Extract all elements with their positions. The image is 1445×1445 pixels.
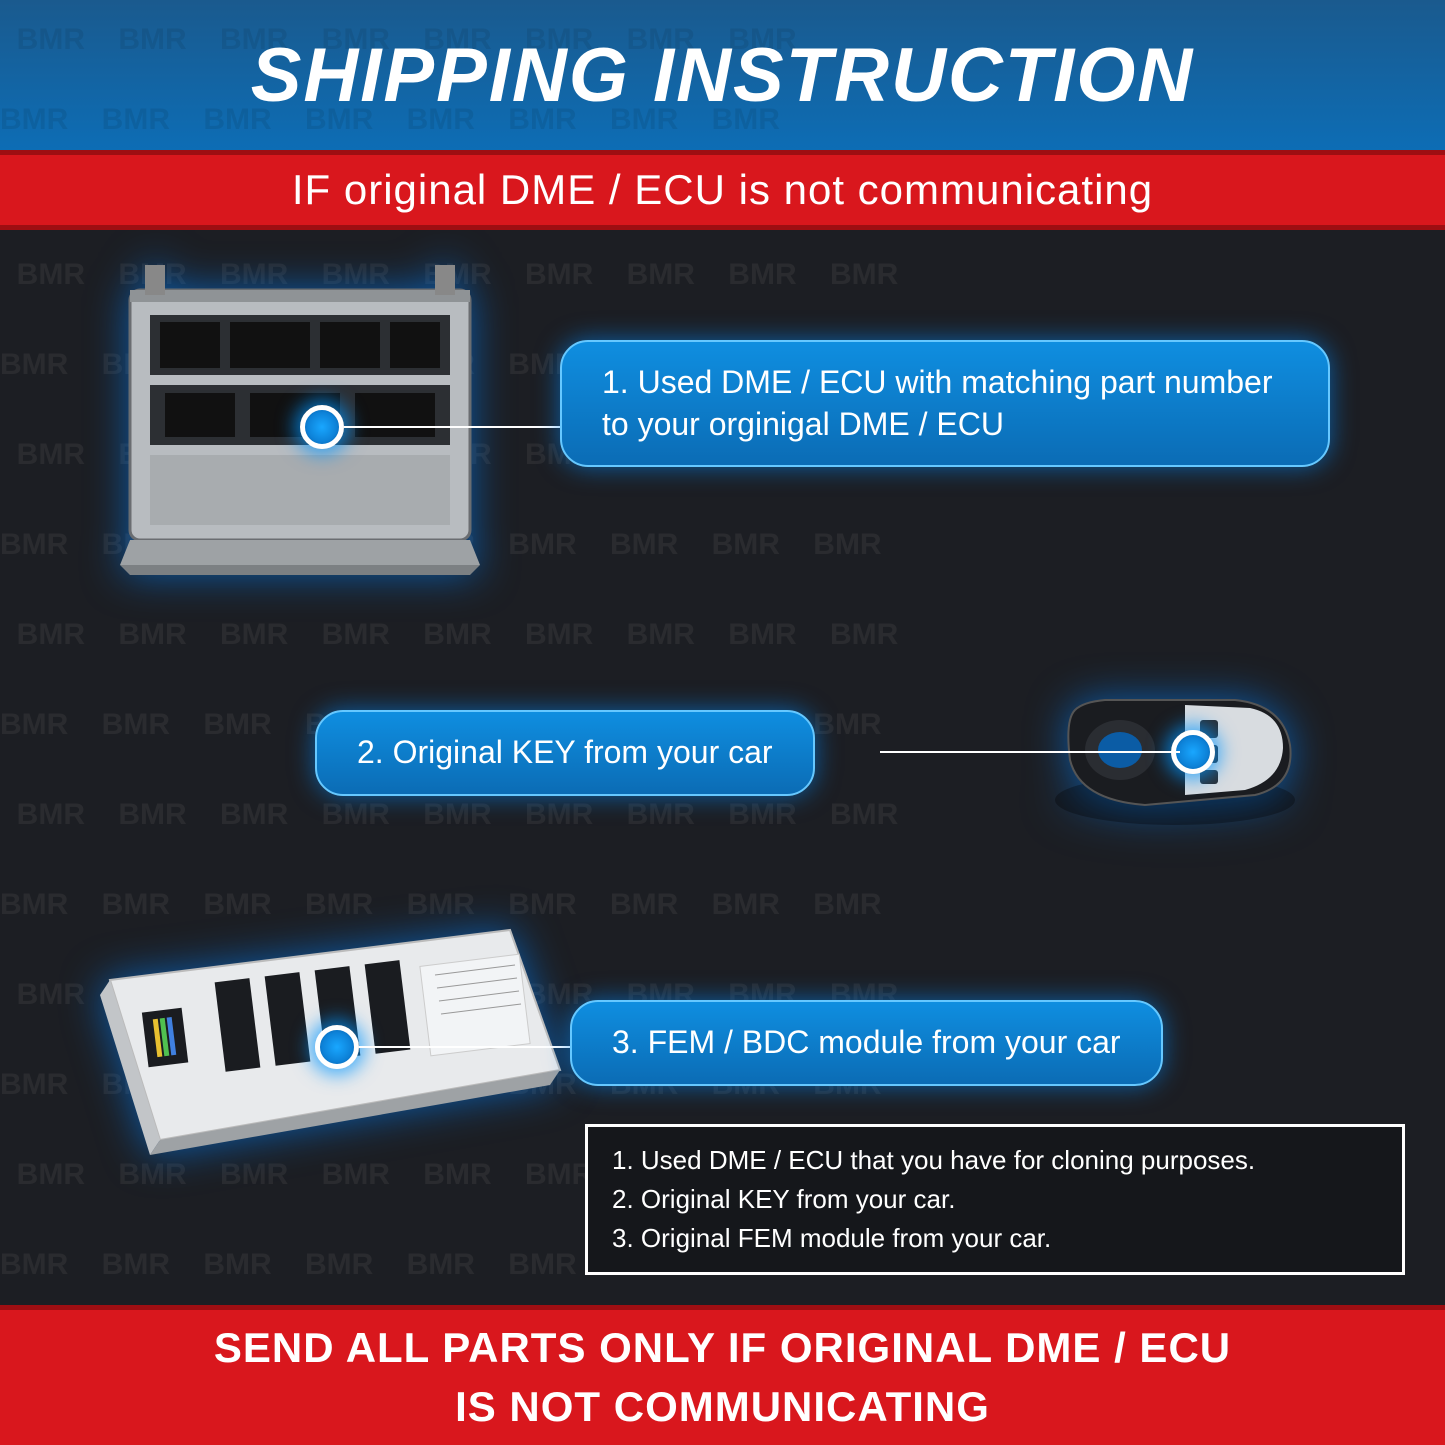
summary-box: 1. Used DME / ECU that you have for clon… — [585, 1124, 1405, 1275]
summary-line-3: 3. Original FEM module from your car. — [612, 1219, 1378, 1258]
footer-line-2: IS NOT COMMUNICATING — [455, 1383, 990, 1430]
summary-line-2: 2. Original KEY from your car. — [612, 1180, 1378, 1219]
footer-line-1: SEND ALL PARTS ONLY IF ORIGINAL DME / EC… — [214, 1324, 1231, 1371]
subheader-text: IF original DME / ECU is not communicati… — [292, 166, 1153, 214]
infographic-container: BMR BMR BMR BMR BMR BMR BMR BMR BMR BMR … — [0, 0, 1445, 1445]
footer-text: SEND ALL PARTS ONLY IF ORIGINAL DME / EC… — [214, 1319, 1231, 1437]
ecu-callout: 1. Used DME / ECU with matching part num… — [560, 340, 1330, 467]
footer-bar: SEND ALL PARTS ONLY IF ORIGINAL DME / EC… — [0, 1305, 1445, 1445]
fem-marker-dot — [315, 1025, 359, 1069]
header-bar: BMR BMR BMR BMR BMR BMR BMR BMR BMR BMR … — [0, 0, 1445, 150]
header-title: SHIPPING INSTRUCTION — [251, 32, 1195, 119]
key-connector-line — [880, 751, 1180, 753]
fem-connector-line — [359, 1046, 570, 1048]
summary-line-1: 1. Used DME / ECU that you have for clon… — [612, 1141, 1378, 1180]
ecu-marker-dot — [300, 405, 344, 449]
key-callout: 2. Original KEY from your car — [315, 710, 815, 796]
ecu-connector-line — [344, 426, 560, 428]
main-panel: BMR BMR BMR BMR BMR BMR BMR BMR BMR BMR … — [0, 230, 1445, 1305]
fem-callout: 3. FEM / BDC module from your car — [570, 1000, 1163, 1086]
subheader-bar: IF original DME / ECU is not communicati… — [0, 150, 1445, 230]
